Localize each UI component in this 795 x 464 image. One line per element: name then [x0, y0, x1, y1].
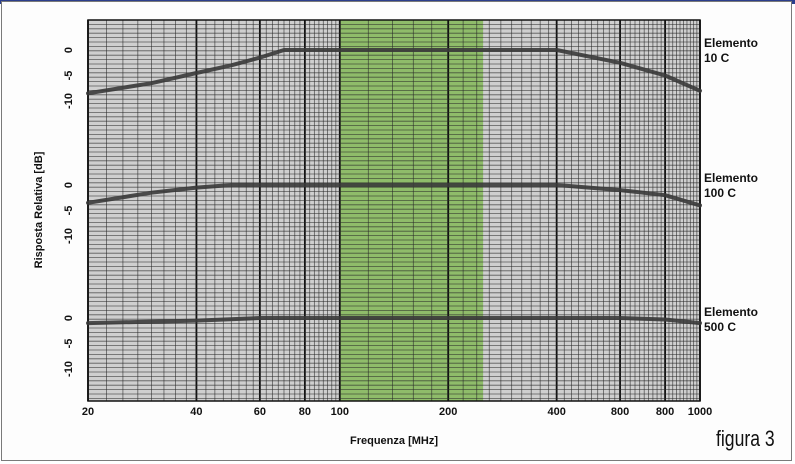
x-tick-label: 1000: [688, 406, 712, 418]
y-tick-label: -10: [63, 93, 75, 109]
element-label: Elemento: [704, 305, 758, 319]
element-label: 500 C: [704, 320, 736, 334]
x-tick-label: 200: [439, 406, 457, 418]
response-curve-panel-1: [86, 48, 702, 96]
y-tick-label: 0: [63, 182, 75, 188]
figure-label: figura 3: [716, 426, 775, 451]
y-tick-label: 0: [63, 315, 75, 321]
x-tick-label: 400: [547, 406, 565, 418]
element-label: Elemento: [704, 171, 758, 185]
x-axis-label: Frequenza [MHz]: [350, 435, 438, 447]
x-tick-label: 40: [190, 406, 202, 418]
element-label: Elemento: [704, 36, 758, 50]
y-tick-label: 0: [63, 47, 75, 53]
y-tick-label: -10: [63, 228, 75, 244]
y-axis-label: Risposta Relativa [dB]: [33, 151, 45, 268]
x-tick-label: 800: [656, 406, 674, 418]
y-tick-label: -5: [63, 339, 75, 349]
x-tick-label: 60: [254, 406, 266, 418]
element-label: 100 C: [704, 186, 736, 200]
response-curve-panel-3: [86, 316, 702, 326]
response-curve-panel-2: [86, 183, 702, 208]
x-tick-label: 80: [299, 406, 311, 418]
element-label: 10 C: [704, 51, 730, 65]
x-tick-label: 800: [611, 406, 629, 418]
y-tick-label: -5: [63, 71, 75, 81]
x-tick-label: 100: [331, 406, 349, 418]
y-tick-label: -5: [63, 206, 75, 216]
x-tick-label: 20: [82, 406, 94, 418]
plot-border: [87, 19, 701, 402]
y-tick-label: -10: [63, 361, 75, 377]
frequency-band-highlight: [339, 20, 484, 401]
